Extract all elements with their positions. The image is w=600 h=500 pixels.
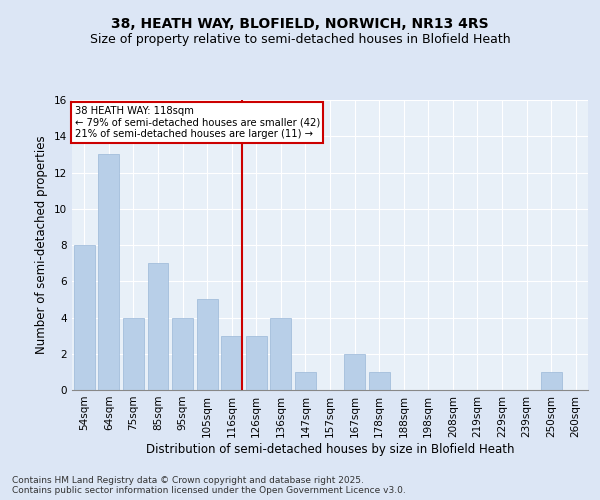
Bar bbox=[344, 354, 365, 390]
Y-axis label: Number of semi-detached properties: Number of semi-detached properties bbox=[35, 136, 49, 354]
X-axis label: Distribution of semi-detached houses by size in Blofield Heath: Distribution of semi-detached houses by … bbox=[146, 442, 514, 456]
Bar bbox=[98, 154, 119, 390]
Bar bbox=[172, 318, 193, 390]
Text: Contains HM Land Registry data © Crown copyright and database right 2025.
Contai: Contains HM Land Registry data © Crown c… bbox=[12, 476, 406, 495]
Bar bbox=[123, 318, 144, 390]
Text: 38 HEATH WAY: 118sqm
← 79% of semi-detached houses are smaller (42)
21% of semi-: 38 HEATH WAY: 118sqm ← 79% of semi-detac… bbox=[74, 106, 320, 139]
Bar bbox=[295, 372, 316, 390]
Bar bbox=[221, 336, 242, 390]
Bar bbox=[197, 300, 218, 390]
Bar bbox=[368, 372, 389, 390]
Text: 38, HEATH WAY, BLOFIELD, NORWICH, NR13 4RS: 38, HEATH WAY, BLOFIELD, NORWICH, NR13 4… bbox=[111, 18, 489, 32]
Bar bbox=[148, 263, 169, 390]
Bar bbox=[271, 318, 292, 390]
Bar bbox=[246, 336, 267, 390]
Bar bbox=[541, 372, 562, 390]
Bar bbox=[74, 245, 95, 390]
Text: Size of property relative to semi-detached houses in Blofield Heath: Size of property relative to semi-detach… bbox=[89, 32, 511, 46]
